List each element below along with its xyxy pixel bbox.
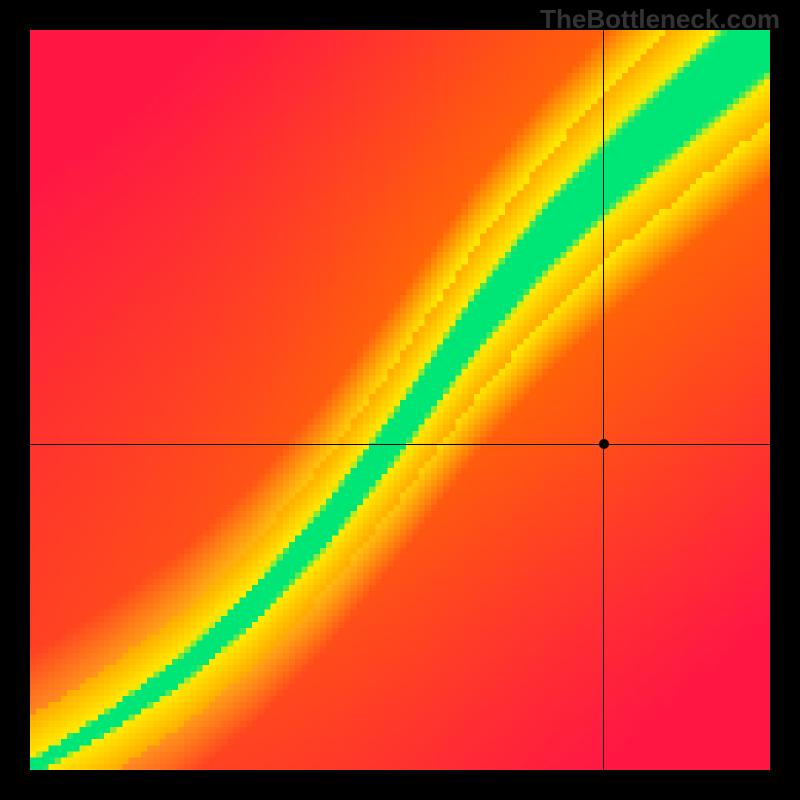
heatmap-canvas — [30, 30, 770, 770]
crosshair-marker — [599, 439, 609, 449]
crosshair-vertical — [603, 30, 604, 770]
crosshair-horizontal — [30, 444, 770, 445]
watermark-text: TheBottleneck.com — [540, 4, 780, 35]
chart-container — [30, 30, 770, 770]
